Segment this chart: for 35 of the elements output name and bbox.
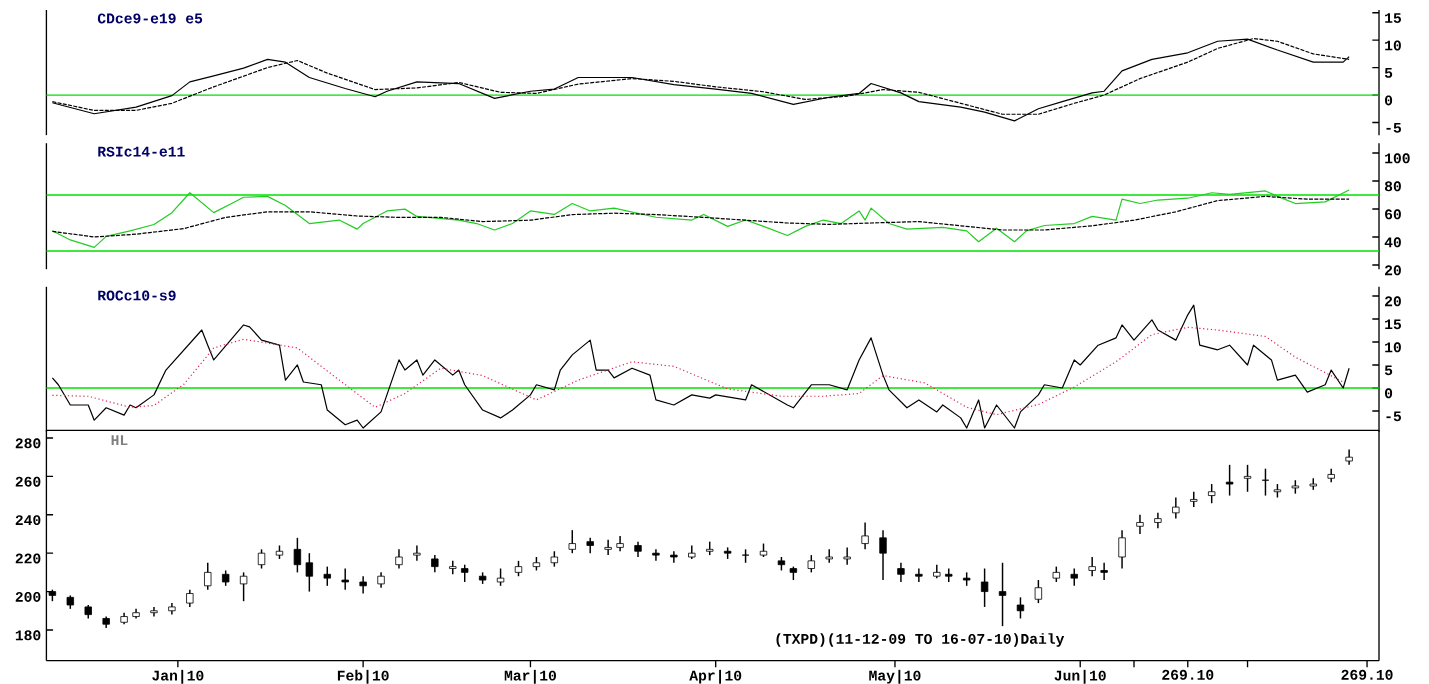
y-tick-label: 60 bbox=[1385, 209, 1401, 220]
x-tick-label: 269.10 bbox=[1162, 669, 1214, 680]
chart-title: HL bbox=[111, 435, 128, 446]
y-tick-label: 15 bbox=[1385, 13, 1401, 23]
y-tick-label: 10 bbox=[1385, 342, 1401, 353]
x-tick-label: Mar|10 bbox=[504, 669, 556, 684]
y-tick-label: -5 bbox=[1386, 411, 1401, 422]
y-tick-label: 180 bbox=[15, 630, 41, 641]
y-tick-label: -5 bbox=[1386, 122, 1401, 133]
y-tick-label: 20 bbox=[1385, 296, 1401, 307]
chart-title: RSIc14-e11 bbox=[98, 146, 185, 157]
y-tick-label: 100 bbox=[1385, 153, 1410, 164]
x-tick-label: Jun|10 bbox=[1054, 669, 1106, 684]
y-tick-label: 5 bbox=[1384, 365, 1393, 376]
y-tick-label: 10 bbox=[1385, 40, 1401, 51]
y-tick-label: 80 bbox=[1384, 181, 1401, 192]
y-tick-label: 280 bbox=[15, 438, 41, 449]
y-tick-label: 15 bbox=[1385, 319, 1401, 330]
y-tick-label: 220 bbox=[15, 553, 41, 564]
x-tick-label: Apr|10 bbox=[689, 669, 742, 684]
x-tick-label: Feb|10 bbox=[337, 669, 389, 684]
y-tick-label: 40 bbox=[1384, 237, 1401, 248]
x-tick-label: 269.10 bbox=[1341, 669, 1393, 680]
y-tick-label: 5 bbox=[1384, 68, 1393, 78]
y-tick-label: 0 bbox=[1385, 388, 1393, 399]
chart-title: CDce9-e19 e5 bbox=[97, 13, 203, 24]
y-tick-label: 20 bbox=[1385, 265, 1401, 276]
x-tick-label: Jan|10 bbox=[152, 669, 204, 684]
annotation: (TXPD)(11-12-09 TO 16-07-10)Daily bbox=[776, 633, 1065, 647]
y-tick-label: 260 bbox=[15, 476, 41, 487]
x-tick-label: May|10 bbox=[869, 669, 921, 684]
chart-title: ROCc10-s9 bbox=[98, 290, 176, 301]
y-tick-label: 200 bbox=[15, 591, 41, 602]
y-tick-label: 240 bbox=[15, 515, 41, 526]
y-tick-label: 0 bbox=[1385, 95, 1393, 106]
